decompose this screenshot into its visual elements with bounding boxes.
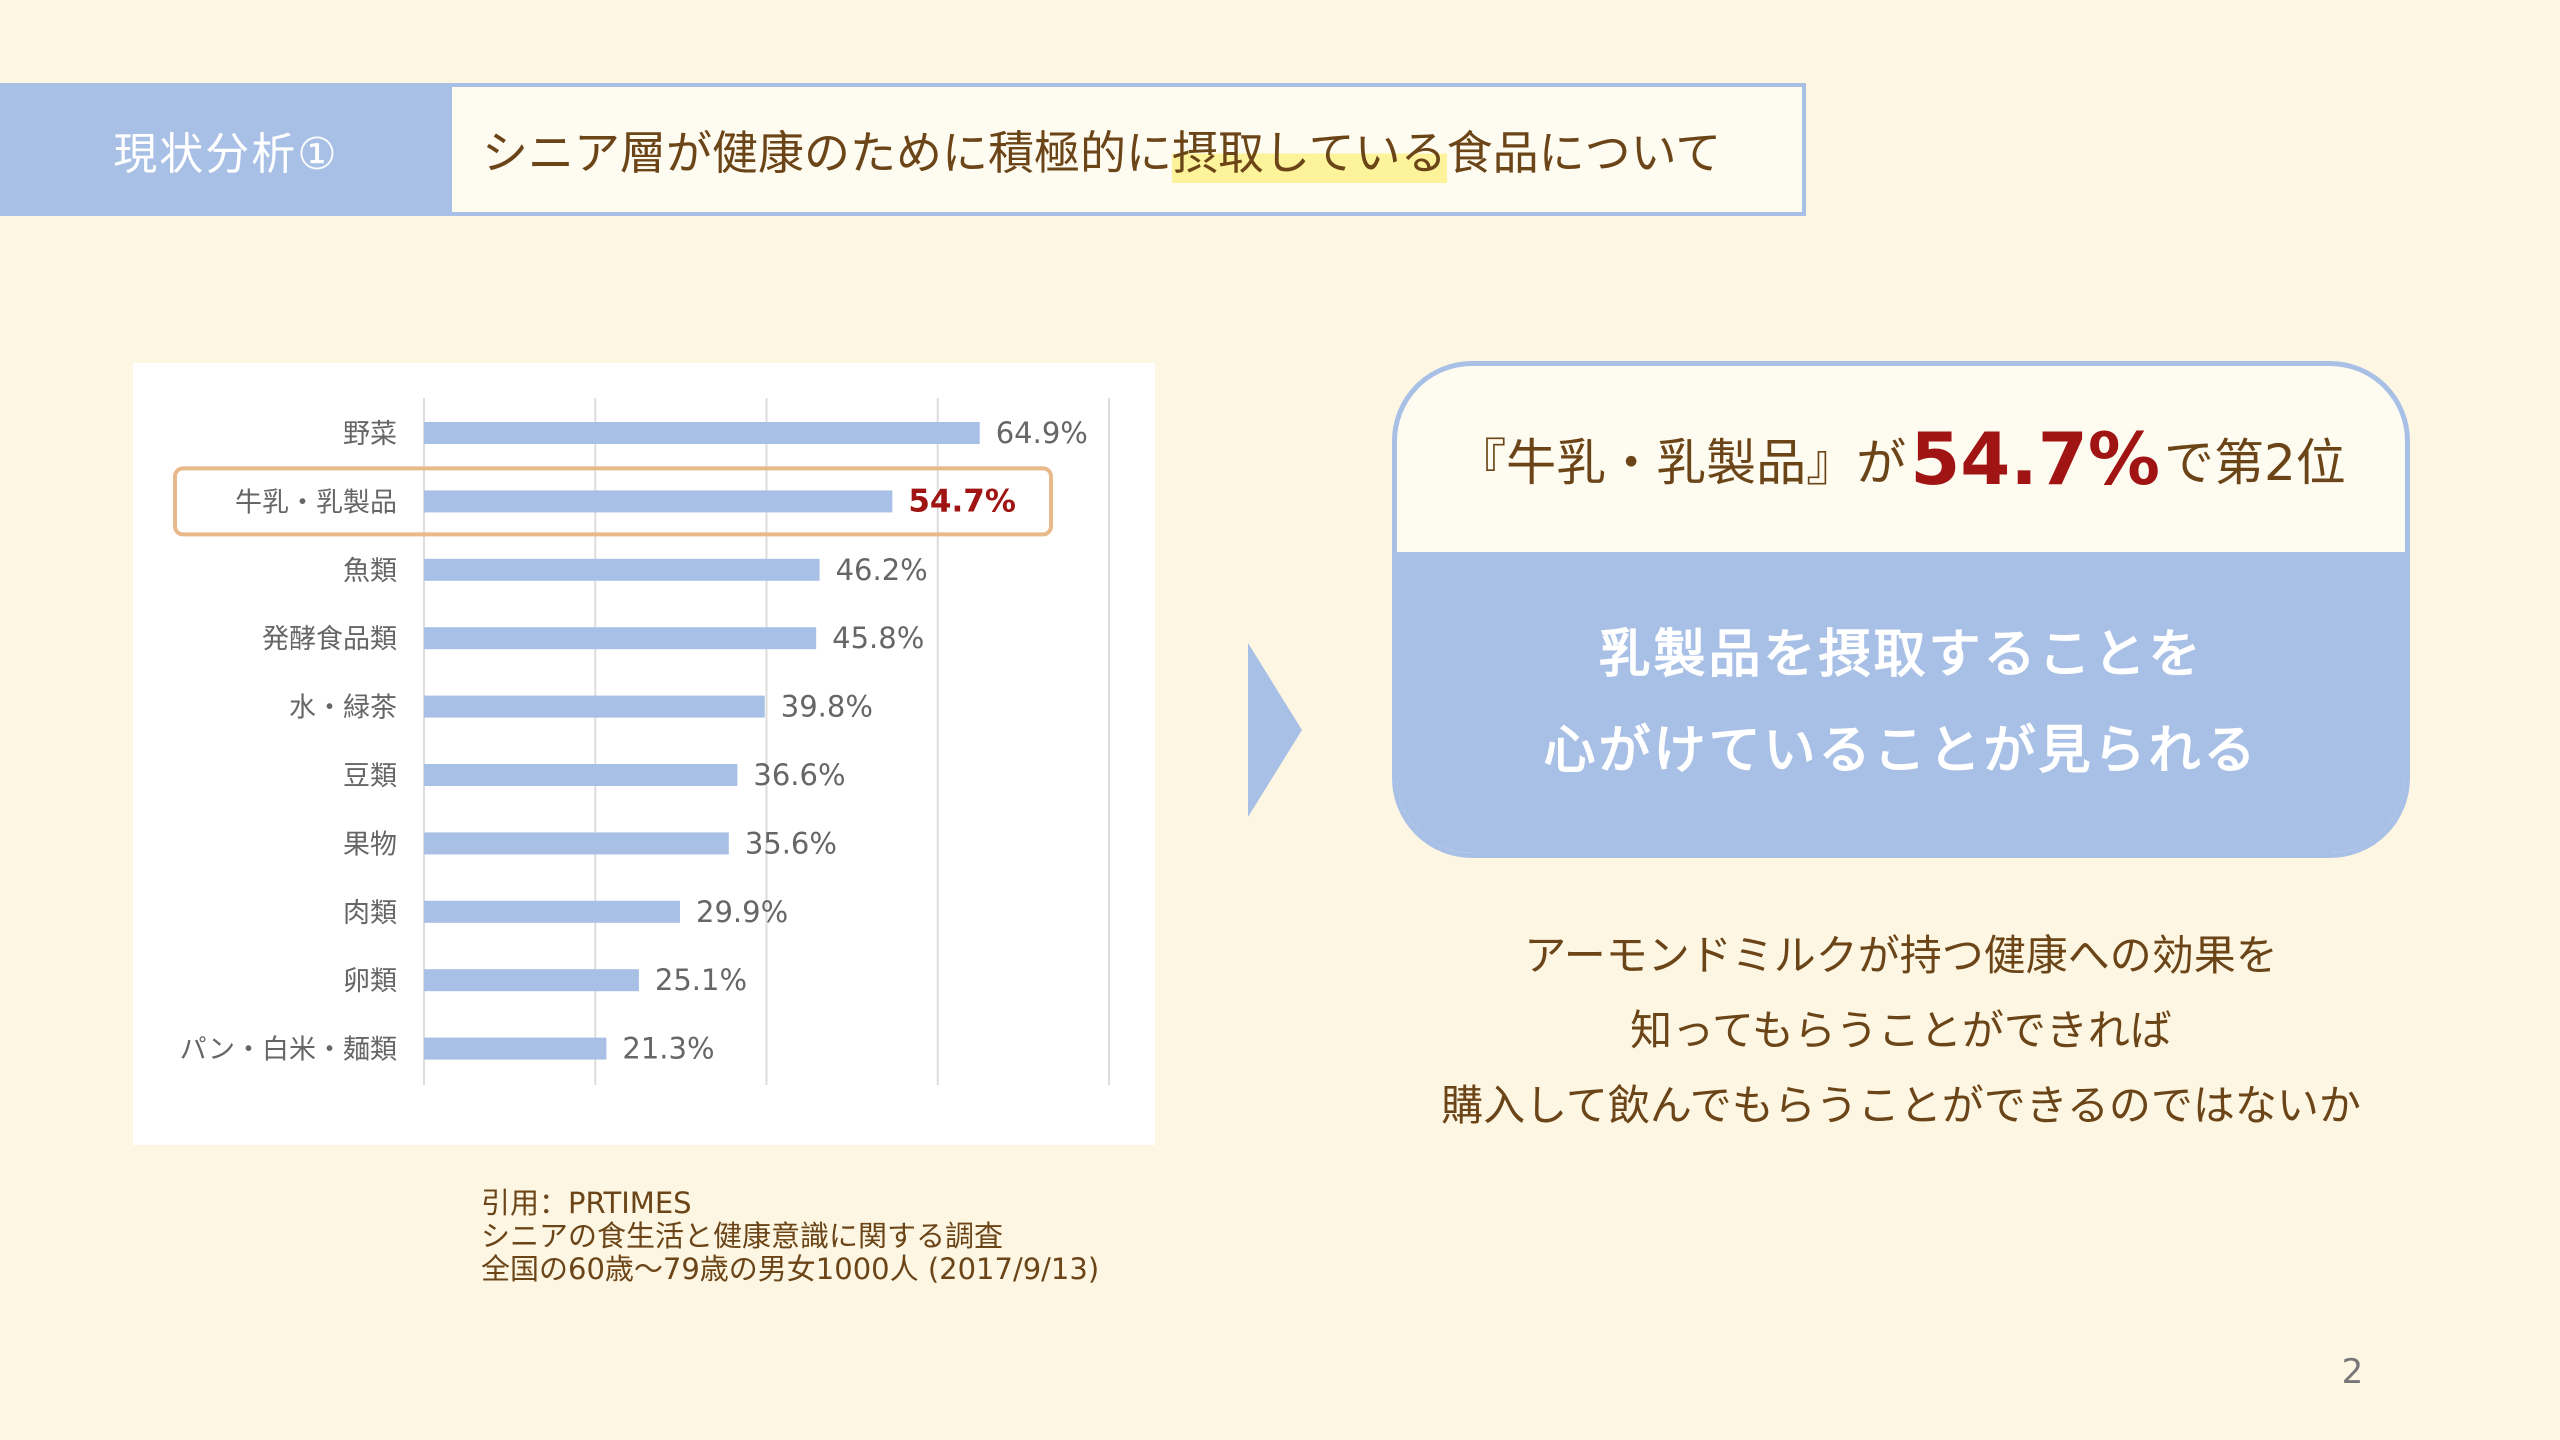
category-label: 牛乳・乳製品 bbox=[235, 487, 397, 518]
bar bbox=[424, 1037, 607, 1060]
bar bbox=[424, 627, 817, 650]
result-percent: 54.7% bbox=[1910, 417, 2160, 501]
value-label: 39.8% bbox=[781, 690, 873, 724]
chart-highlight-frame bbox=[173, 466, 1053, 537]
category-label: 果物 bbox=[343, 829, 397, 860]
category-label: 豆類 bbox=[343, 761, 397, 792]
result-suffix: で第2位 bbox=[2163, 434, 2346, 492]
chart-labels: 野菜 64.9% 牛乳・乳製品 54.7% 魚類 46.2% 発酵食品類 45.8% 水・緑茶 3… bbox=[180, 416, 1088, 1066]
category-label: 魚類 bbox=[343, 556, 397, 587]
chart-bars bbox=[424, 422, 980, 1060]
page-number: 2 bbox=[2341, 1352, 2364, 1392]
category-label: 肉類 bbox=[343, 898, 397, 929]
citation: 引用：PRTIMES シニアの食生活と健康意識に関する調査 全国の60歳〜79歳… bbox=[481, 1187, 1241, 1286]
value-label: 25.1% bbox=[655, 963, 747, 997]
section-label: 現状分析① bbox=[0, 83, 452, 216]
value-label: 46.2% bbox=[836, 553, 928, 587]
bar bbox=[424, 832, 729, 855]
citation-source: 引用：PRTIMES bbox=[481, 1186, 692, 1220]
bar bbox=[424, 422, 980, 444]
page-title-part1: シニア層が健康のために積極的に bbox=[482, 125, 1172, 180]
citation-sample: 全国の60歳〜79歳の男女1000人 (2017/9/13) bbox=[481, 1252, 1100, 1286]
value-label: 35.6% bbox=[745, 826, 837, 860]
citation-survey: シニアの食生活と健康意識に関する調査 bbox=[481, 1219, 1004, 1253]
result-callout: 『牛乳・乳製品』が 54.7% で第2位 乳製品を摂取することを 心がけているこ… bbox=[1392, 361, 2410, 858]
category-label: 発酵食品類 bbox=[262, 624, 397, 655]
arrow-right-icon bbox=[1248, 643, 1302, 817]
page-title-part3: 食品について bbox=[1446, 125, 1722, 180]
result-message-line1: 乳製品を摂取することを bbox=[1598, 624, 2204, 685]
category-label: 卵類 bbox=[343, 966, 397, 997]
category-label: パン・白米・麺類 bbox=[180, 1035, 397, 1066]
highlight-frame bbox=[173, 466, 1053, 537]
conclusion-line3: 購入して飲んでもらうことができるのではないか bbox=[1441, 1081, 2361, 1130]
page-title-highlight: 摂取している bbox=[1172, 116, 1447, 183]
bar bbox=[424, 695, 765, 718]
section-label-text: 現状分析① bbox=[113, 128, 339, 180]
bar-chart-card: 野菜 64.9% 牛乳・乳製品 54.7% 魚類 46.2% 発酵食品類 45.8% 水・緑茶 3… bbox=[133, 363, 1155, 1145]
value-label: 45.8% bbox=[832, 621, 924, 655]
conclusion-line1: アーモンドミルクが持つ健康への効果を bbox=[1524, 931, 2278, 980]
bar bbox=[424, 558, 820, 581]
result-message-line2: 心がけていることが見られる bbox=[1543, 720, 2259, 781]
value-label: 21.3% bbox=[622, 1032, 714, 1066]
result-message: 乳製品を摂取することを 心がけていることが見られる bbox=[1397, 552, 2405, 853]
category-label: 野菜 bbox=[343, 419, 397, 450]
bar bbox=[424, 764, 738, 786]
value-label: 29.9% bbox=[696, 895, 788, 929]
bar bbox=[424, 969, 639, 992]
page-title: シニア層が健康のために積極的に 摂取している 食品について bbox=[452, 83, 1806, 216]
value-label: 36.6% bbox=[753, 758, 845, 792]
value-label: 64.9% bbox=[996, 416, 1088, 450]
bar bbox=[424, 900, 681, 923]
conclusion-line2: 知ってもらうことができれば bbox=[1630, 1006, 2172, 1055]
result-prefix: 『牛乳・乳製品』が bbox=[1456, 434, 1907, 492]
bar bbox=[424, 490, 893, 513]
value-label: 54.7% bbox=[908, 483, 1016, 519]
conclusion-text: アーモンドミルクが持つ健康への効果を 知ってもらうことができれば 購入して飲んで… bbox=[1392, 918, 2410, 1143]
category-label: 水・緑茶 bbox=[289, 693, 397, 724]
bar-chart: 野菜 64.9% 牛乳・乳製品 54.7% 魚類 46.2% 発酵食品類 45.8% 水・緑茶 3… bbox=[173, 398, 1110, 1085]
result-headline: 『牛乳・乳製品』が 54.7% で第2位 bbox=[1397, 366, 2405, 552]
